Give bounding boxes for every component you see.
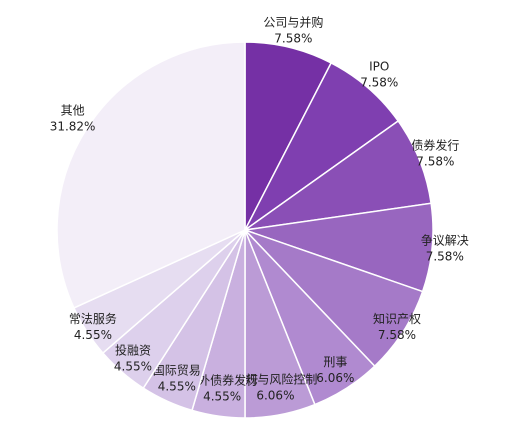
slice-value-label: 7.58% — [360, 76, 398, 90]
slice-value-label: 31.82% — [50, 120, 96, 134]
slice-label: 刑事 — [323, 355, 347, 369]
slice-label: 争议解决 — [421, 234, 469, 248]
slice-label: 知识产权 — [373, 312, 421, 326]
slice-label: 投融资 — [115, 343, 151, 358]
slice-label: 其他 — [61, 104, 85, 118]
slice-label: 合规与风险控制 — [233, 371, 317, 386]
slice-label: IPO — [369, 60, 389, 74]
slice-label: 常法服务 — [69, 311, 117, 326]
slice-label: 国际贸易 — [153, 364, 201, 378]
slice-label: 债券发行 — [411, 137, 459, 152]
slice-value-label: 7.58% — [426, 250, 464, 264]
slice-value-label: 4.55% — [158, 380, 196, 394]
slice-value-label: 4.55% — [203, 389, 241, 403]
slice-value-label: 6.06% — [316, 371, 354, 385]
slice-value-label: 7.58% — [274, 31, 312, 45]
slice-value-label: 6.06% — [256, 388, 294, 402]
slice-value-label: 7.58% — [378, 328, 416, 342]
slice-value-label: 4.55% — [74, 328, 112, 342]
slice-label: 公司与并购 — [263, 14, 323, 29]
slice-label: 境外债券发行 — [186, 372, 258, 387]
slice-value-label: 7.58% — [416, 154, 454, 168]
slice-value-label: 4.55% — [114, 360, 152, 374]
pie-slice — [56, 41, 246, 309]
